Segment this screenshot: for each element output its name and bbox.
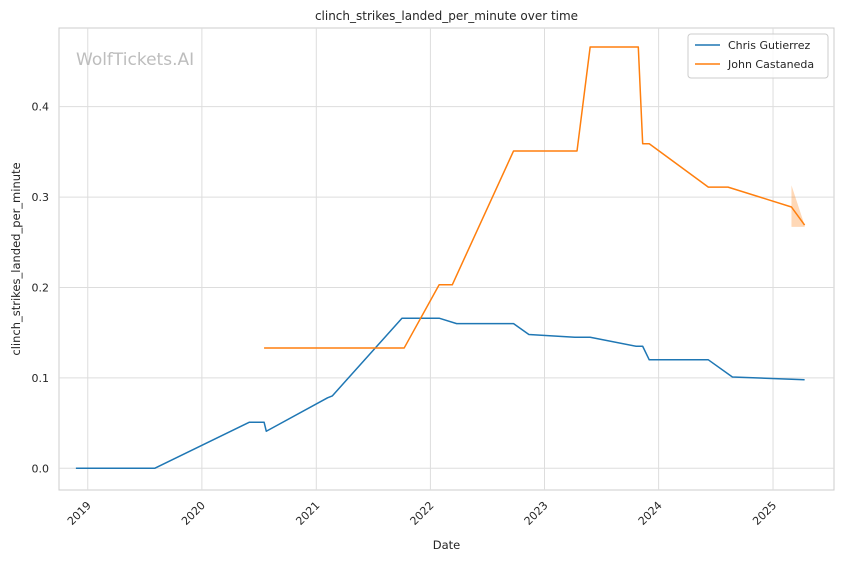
confidence-band-layer xyxy=(791,185,805,227)
series-layer xyxy=(75,46,806,470)
series-line-john-castaneda xyxy=(264,46,806,349)
series-line-chris-gutierrez xyxy=(75,317,805,470)
legend-label-chris-gutierrez: Chris Gutierrez xyxy=(728,39,810,52)
x-tick-label: 2024 xyxy=(636,499,665,528)
watermark: WolfTickets.AI xyxy=(76,50,194,70)
grid xyxy=(59,28,834,490)
x-ticks: 2019 2020 2021 2022 2023 2024 2025 xyxy=(65,499,779,528)
chart-title: clinch_strikes_landed_per_minute over ti… xyxy=(315,9,578,23)
x-tick-label: 2020 xyxy=(179,499,208,528)
x-tick-label: 2021 xyxy=(293,499,322,528)
plot-area xyxy=(58,27,835,491)
y-tick-label: 0.4 xyxy=(32,101,50,114)
legend-box xyxy=(687,33,829,79)
x-tick-label: 2019 xyxy=(65,499,94,528)
x-tick-label: 2023 xyxy=(522,499,551,528)
y-axis-label: clinch_strikes_landed_per_minute xyxy=(9,162,23,355)
x-axis-label: Date xyxy=(433,538,461,552)
y-tick-label: 0.0 xyxy=(32,462,50,475)
y-tick-label: 0.2 xyxy=(32,281,50,294)
legend: Chris Gutierrez John Castaneda xyxy=(687,33,829,79)
y-tick-label: 0.1 xyxy=(32,372,50,385)
x-tick-label: 2022 xyxy=(408,499,437,528)
confidence-band xyxy=(791,185,805,227)
y-tick-label: 0.3 xyxy=(32,191,50,204)
x-tick-label: 2025 xyxy=(750,499,779,528)
legend-label-john-castaneda: John Castaneda xyxy=(727,58,814,71)
y-ticks: 0.0 0.1 0.2 0.3 0.4 xyxy=(32,101,50,476)
